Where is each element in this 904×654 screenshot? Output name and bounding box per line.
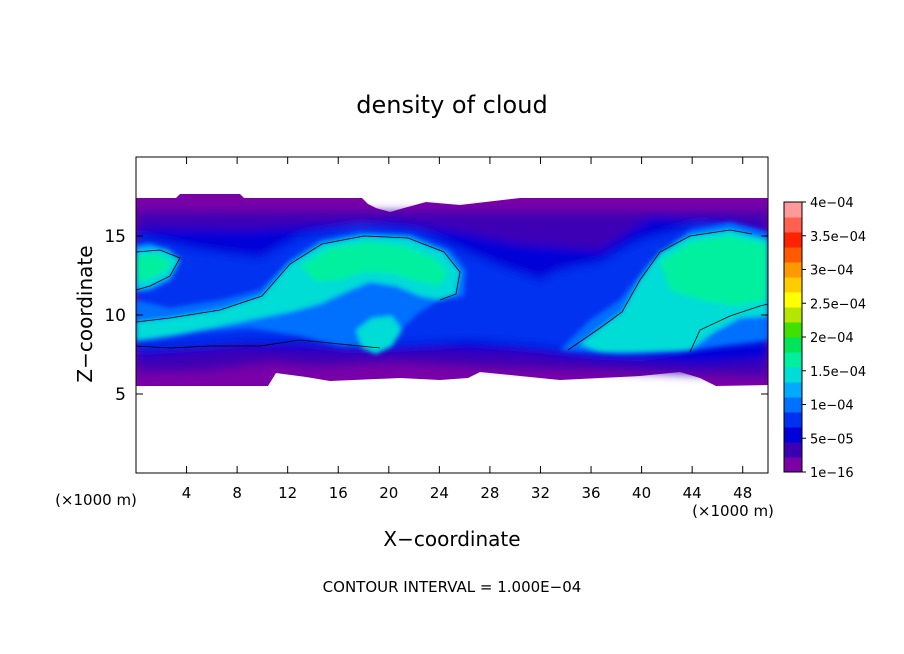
colorbar-label: 3.5e−04 xyxy=(810,230,866,245)
colorbar-label: 2.5e−04 xyxy=(810,297,866,312)
y-tick-label: 15 xyxy=(104,227,126,247)
x-tick-label: 24 xyxy=(430,484,449,502)
colorbar-segment xyxy=(784,232,802,248)
x-tick-label: 4 xyxy=(182,484,192,502)
plume-green-right xyxy=(660,236,768,306)
x-tick-label: 28 xyxy=(480,484,499,502)
x-tick-label: 36 xyxy=(581,484,600,502)
plume-green-mid xyxy=(300,242,448,286)
colorbar-label: 1e−04 xyxy=(810,399,854,414)
x-axis: 4 8 12 16 20 24 28 32 36 40 44 48 xyxy=(182,157,752,502)
contour-line-edge xyxy=(136,249,181,291)
x-unit-label-right: (×1000 m) xyxy=(692,502,774,520)
colorbar-segment xyxy=(784,427,802,443)
colorbar-segment xyxy=(784,382,802,398)
plume-pocket-mid xyxy=(356,316,402,354)
x-tick-label: 44 xyxy=(683,484,702,502)
colorbar-segment xyxy=(784,412,802,428)
colorbar-segment xyxy=(784,367,802,383)
y-tick-label: 5 xyxy=(115,385,126,405)
density-field xyxy=(136,194,768,386)
plume-green-left xyxy=(136,254,172,280)
colorbar-label: 5e−05 xyxy=(810,432,854,447)
colorbar-label: 1.5e−04 xyxy=(810,365,866,380)
colorbar-segment xyxy=(784,397,802,413)
colorbar-segment xyxy=(784,217,802,233)
x-axis-label: X−coordinate xyxy=(383,527,520,551)
x-tick-label: 32 xyxy=(531,484,550,502)
x-tick-label: 40 xyxy=(632,484,651,502)
colorbar-segment xyxy=(784,292,802,308)
y-tick-label: 10 xyxy=(104,306,126,326)
colorbar-label: 1e−16 xyxy=(810,466,854,481)
colorbar-segment xyxy=(784,322,802,338)
contour-line-right xyxy=(567,229,768,353)
x-tick-label: 8 xyxy=(232,484,242,502)
y-axis: 5 10 15 xyxy=(104,227,768,405)
colorbar-segment xyxy=(784,202,802,218)
chart-title: density of cloud xyxy=(356,91,547,119)
colorbar-label: 2e−04 xyxy=(810,331,854,346)
y-axis-label: Z−coordinate xyxy=(73,245,97,382)
colorbar-segment xyxy=(784,247,802,263)
x-tick-label: 12 xyxy=(278,484,297,502)
colorbar-segment xyxy=(784,307,802,323)
x-tick-label: 16 xyxy=(329,484,348,502)
colorbar: 1e−16 5e−05 1e−04 1.5e−04 2e−04 2.5e−04 3e−04 3… xyxy=(783,196,866,481)
colorbar-segment xyxy=(784,352,802,368)
contour-line-left xyxy=(136,235,461,349)
colorbar-segment xyxy=(784,277,802,293)
contour-interval-note: CONTOUR INTERVAL = 1.000E−04 xyxy=(323,578,582,596)
colorbar-segment xyxy=(784,457,802,473)
x-tick-label: 20 xyxy=(379,484,398,502)
x-unit-label-left: (×1000 m) xyxy=(55,491,137,509)
colorbar-segment xyxy=(784,337,802,353)
x-tick-label: 48 xyxy=(733,484,752,502)
colorbar-segment xyxy=(784,442,802,458)
colorbar-label: 3e−04 xyxy=(810,264,854,279)
colorbar-label: 4e−04 xyxy=(810,196,854,211)
colorbar-segment xyxy=(784,262,802,278)
